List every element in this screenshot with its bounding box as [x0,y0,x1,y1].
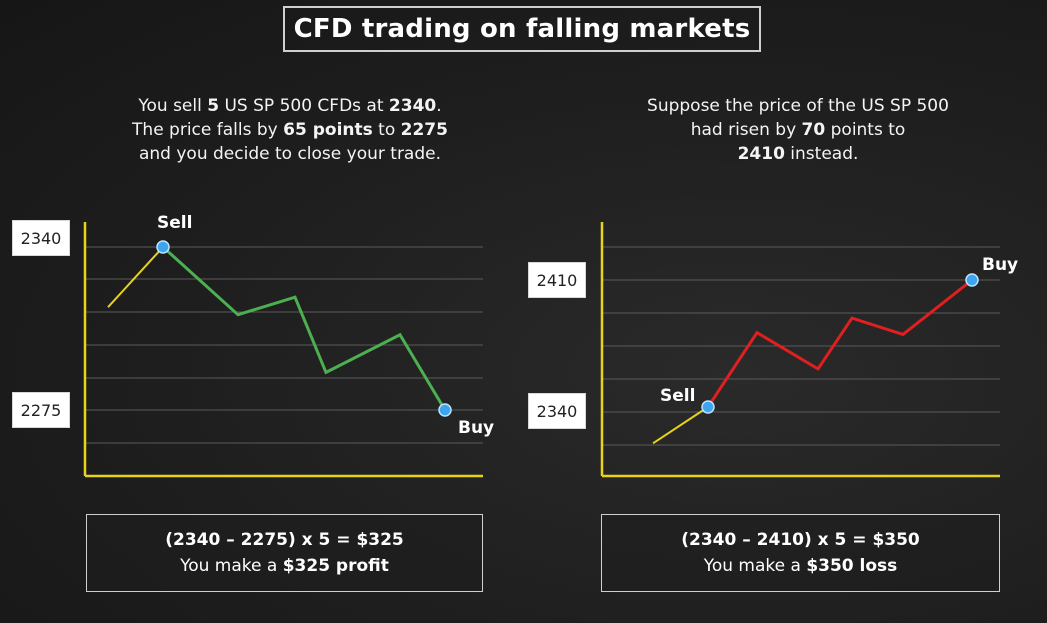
right-chart-sell-label: Sell [660,386,695,406]
right-chart-buy-point [965,273,979,287]
page-title: CFD trading on falling markets [283,6,761,52]
right-result-amount: $350 loss [806,556,898,576]
left-chart-price-line [161,245,447,411]
left-chart-sell-point [156,240,170,254]
right-result-text: You make a [703,556,807,576]
left-desc-quantity: 5 [207,96,220,116]
left-result-text: You make a [180,556,283,576]
right-chart-price-line [706,278,973,408]
right-result-formula: (2340 – 2410) x 5 = $350 [681,530,920,550]
left-desc-text: The price falls by [132,120,284,140]
left-chart-buy-label: Buy [458,418,494,438]
right-desc-points: 70 [801,120,826,140]
left-chart-gridlines [85,246,483,444]
left-desc-close-price: 2275 [400,120,448,140]
left-chart: Sell Buy [83,213,494,478]
left-chart-sell-label: Sell [157,213,192,233]
left-desc-text: . [436,96,442,116]
left-result-formula: (2340 – 2275) x 5 = $325 [165,530,404,550]
left-chart-buy-point [438,403,452,417]
left-description: You sell 5 US SP 500 CFDs at 2340. The p… [60,94,520,166]
right-price-label-top: 2410 [528,262,586,298]
right-price-label-bottom: 2340 [528,393,586,429]
left-price-label-top: 2340 [12,220,70,256]
left-desc-points: 65 points [283,120,373,140]
right-desc-text: Suppose the price of the US SP 500 [647,96,949,116]
right-chart-lead-in-line [652,406,709,445]
right-result-box: (2340 – 2410) x 5 = $350 You make a $350… [601,514,1000,592]
right-chart: Sell Buy [600,222,1018,478]
left-desc-sell-price: 2340 [388,96,437,116]
left-desc-text: US SP 500 CFDs at [219,96,389,116]
right-chart-buy-label: Buy [982,255,1018,275]
left-result-amount: $325 profit [282,556,389,576]
left-desc-text: You sell [138,96,208,116]
right-description: Suppose the price of the US SP 500 had r… [570,94,1026,166]
left-result-box: (2340 – 2275) x 5 = $325 You make a $325… [86,514,483,592]
right-desc-text: had risen by [690,120,802,140]
right-chart-gridlines [602,246,1000,446]
left-desc-text: and you decide to close your trade. [138,144,441,164]
left-chart-lead-in-line [107,246,164,308]
left-desc-text: to [372,120,401,140]
right-desc-text: points to [825,120,906,140]
right-desc-text: instead. [784,144,859,164]
left-price-label-bottom: 2275 [12,392,70,428]
right-desc-price: 2410 [737,144,785,164]
right-chart-sell-point [701,400,715,414]
